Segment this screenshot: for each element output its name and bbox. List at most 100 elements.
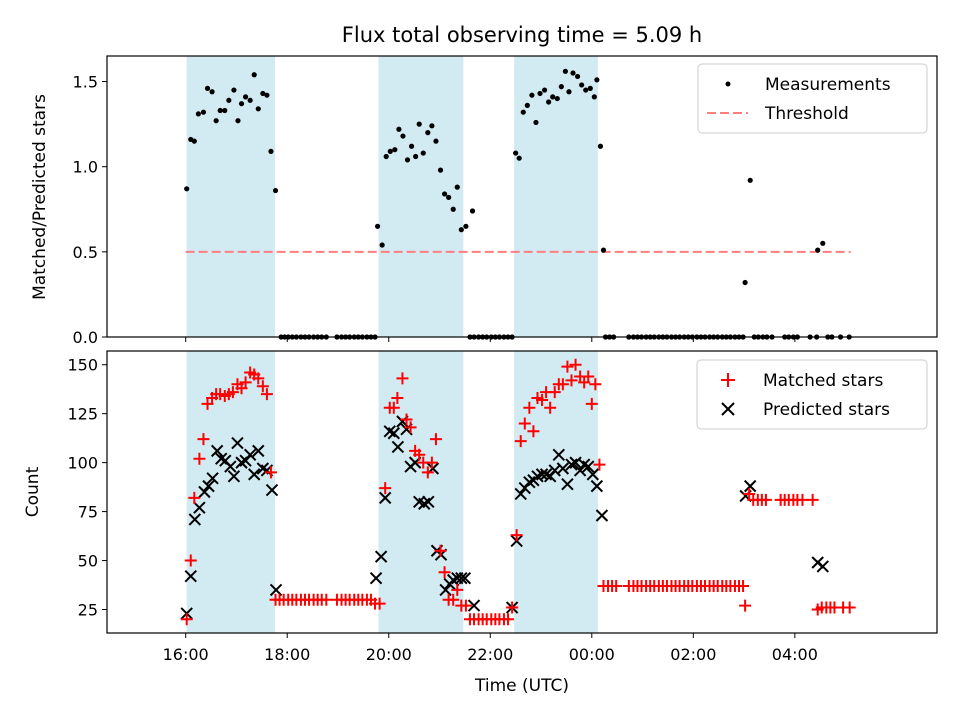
y-tick-label-bottom: 125 (67, 405, 98, 424)
measurement-point (550, 94, 556, 100)
measurement-point (458, 227, 464, 233)
measurement-point (441, 191, 448, 197)
predicted-star-point (743, 479, 757, 493)
matched-star-point (320, 593, 333, 606)
legend-matched-marker (721, 373, 735, 387)
matched-star-point (226, 386, 239, 399)
measurement-point (742, 279, 748, 286)
y-tick-label-bottom: 150 (67, 356, 98, 375)
predicted-star-point (455, 571, 468, 585)
matched-star-point (506, 601, 519, 614)
matched-star-point (502, 613, 515, 626)
bottom-plot-frame (106, 350, 938, 634)
matched-star-point (589, 378, 602, 391)
matched-star-point (252, 372, 265, 385)
matched-star-point (585, 397, 598, 410)
y-tick-label-top: 1.0 (73, 158, 98, 177)
measurement-point (200, 109, 207, 115)
measurement-point (469, 208, 476, 214)
shaded-intervals-bottom (186, 351, 598, 633)
predicted-star-point (816, 560, 829, 573)
x-tick-label: 00:00 (569, 645, 615, 664)
measurement-point (238, 101, 245, 107)
measurement-point (255, 106, 261, 112)
measurement-point (404, 157, 411, 163)
matched-star-point (759, 493, 772, 506)
measurement-point (416, 121, 422, 127)
y-axis-label-top: Matched/Predicted stars (30, 94, 50, 300)
predicted-star-point (514, 487, 527, 501)
matched-star-point (239, 376, 252, 389)
measurement-point (379, 242, 385, 248)
legend-matched-label: Matched stars (763, 371, 883, 391)
shaded-interval-bottom-2 (514, 351, 598, 633)
matched-star-point (536, 393, 549, 406)
measurement-point (242, 94, 249, 100)
measurement-point (529, 92, 535, 98)
measurement-point (226, 97, 232, 103)
measurement-point (574, 73, 581, 80)
measurement-point (425, 130, 431, 136)
matched-star-point (438, 566, 451, 579)
predicted-star-point (206, 472, 219, 485)
matched-star-point (737, 580, 750, 592)
measurement-point (463, 223, 469, 229)
measurement-point (591, 94, 597, 100)
measurement-point (820, 240, 826, 246)
measurement-point (815, 247, 821, 253)
y-tick-label-top: 1.5 (73, 73, 98, 92)
legend-predicted-label: Predicted stars (763, 400, 890, 420)
matched-star-point (451, 583, 464, 596)
measurement-point (566, 89, 572, 95)
y-axis-bottom: 25 50 75 100 125 150 (67, 356, 107, 620)
legend-predicted-marker (721, 402, 735, 416)
y-axis-top: 0.0 0.5 1.0 1.5 (73, 73, 107, 347)
measurement-point (383, 153, 389, 160)
measurement-point (231, 87, 237, 93)
shaded-intervals-top (186, 56, 598, 337)
measurement-point (524, 102, 530, 108)
x-tick-label: 16:00 (163, 645, 209, 664)
matched-star-point (510, 529, 523, 542)
measurement-point (437, 167, 444, 173)
y-tick-label-bottom: 25 (78, 601, 98, 620)
matched-star-point (544, 401, 557, 414)
measurement-point (272, 187, 279, 194)
predicted-star-point (467, 599, 481, 612)
y-tick-label-bottom: 50 (78, 552, 98, 571)
shaded-interval-top-2 (514, 56, 598, 337)
matched-star-point (447, 593, 460, 606)
x-tick-label: 20:00 (366, 645, 412, 664)
predicted-star-point (243, 448, 257, 461)
measurement-point (396, 126, 402, 132)
measurement-point (554, 95, 560, 102)
matched-star-point (260, 388, 273, 401)
predicted-star-point (224, 460, 237, 473)
measurement-point (520, 109, 526, 115)
matched-star-point (188, 491, 201, 504)
matched-star-point (459, 599, 472, 612)
measurement-point (420, 150, 426, 156)
matched-star-point (193, 452, 206, 465)
predicted-star-point (556, 462, 570, 475)
x-ticks-top (185, 337, 796, 342)
matched-star-point (391, 392, 404, 404)
predicted-star-point (561, 477, 574, 491)
measurement-point (558, 84, 564, 90)
legend-top: Measurements Threshold (697, 63, 928, 134)
predicted-star-point (369, 571, 383, 585)
predicted-star-point (374, 550, 388, 563)
predicted-star-point (439, 583, 452, 597)
matched-star-point (518, 417, 531, 430)
legend-top-box (697, 63, 928, 134)
measurement-point (222, 107, 228, 114)
predicted-star-point (202, 479, 215, 493)
matched-star-point (197, 433, 210, 446)
predicted-star-point (210, 444, 224, 458)
matched-star-point (429, 433, 442, 446)
measurement-point (747, 177, 753, 183)
predicted-star-point (188, 513, 202, 526)
predicted-star-point (269, 583, 283, 597)
matched-star-point (421, 466, 434, 479)
x-ticks-bottom: 16:00 18:00 20:00 22:00 00:00 02:00 04:00 (163, 633, 818, 664)
